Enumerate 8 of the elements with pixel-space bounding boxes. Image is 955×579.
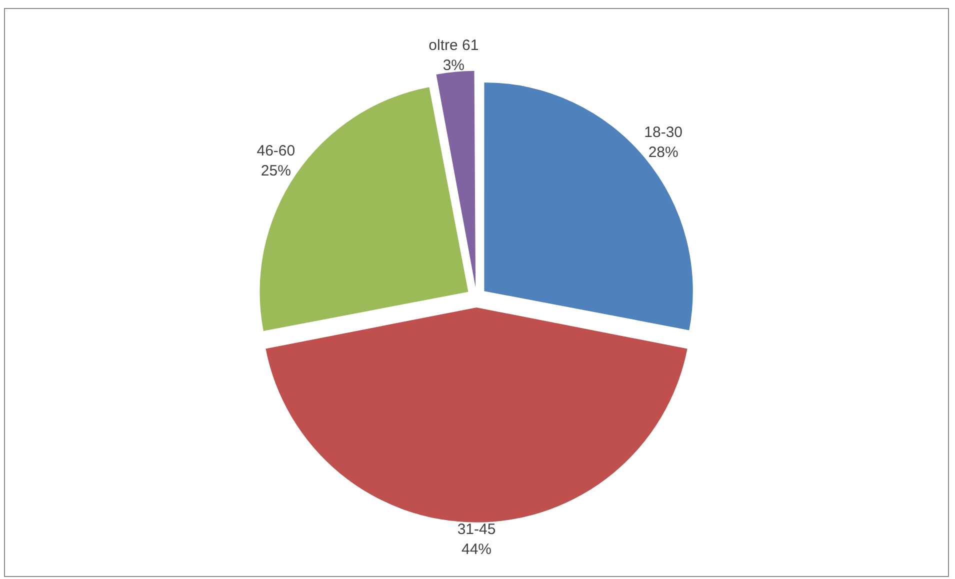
data-label: 25%	[260, 162, 291, 180]
data-label: 3%	[442, 57, 465, 74]
slice-label: 46-60	[256, 142, 296, 160]
data-label: 44%	[461, 541, 492, 558]
slice-label: oltre 61	[428, 37, 479, 54]
slice-label: 18-30	[644, 124, 683, 142]
slice-label: 31-45	[457, 521, 496, 538]
data-label: 28%	[648, 144, 678, 162]
